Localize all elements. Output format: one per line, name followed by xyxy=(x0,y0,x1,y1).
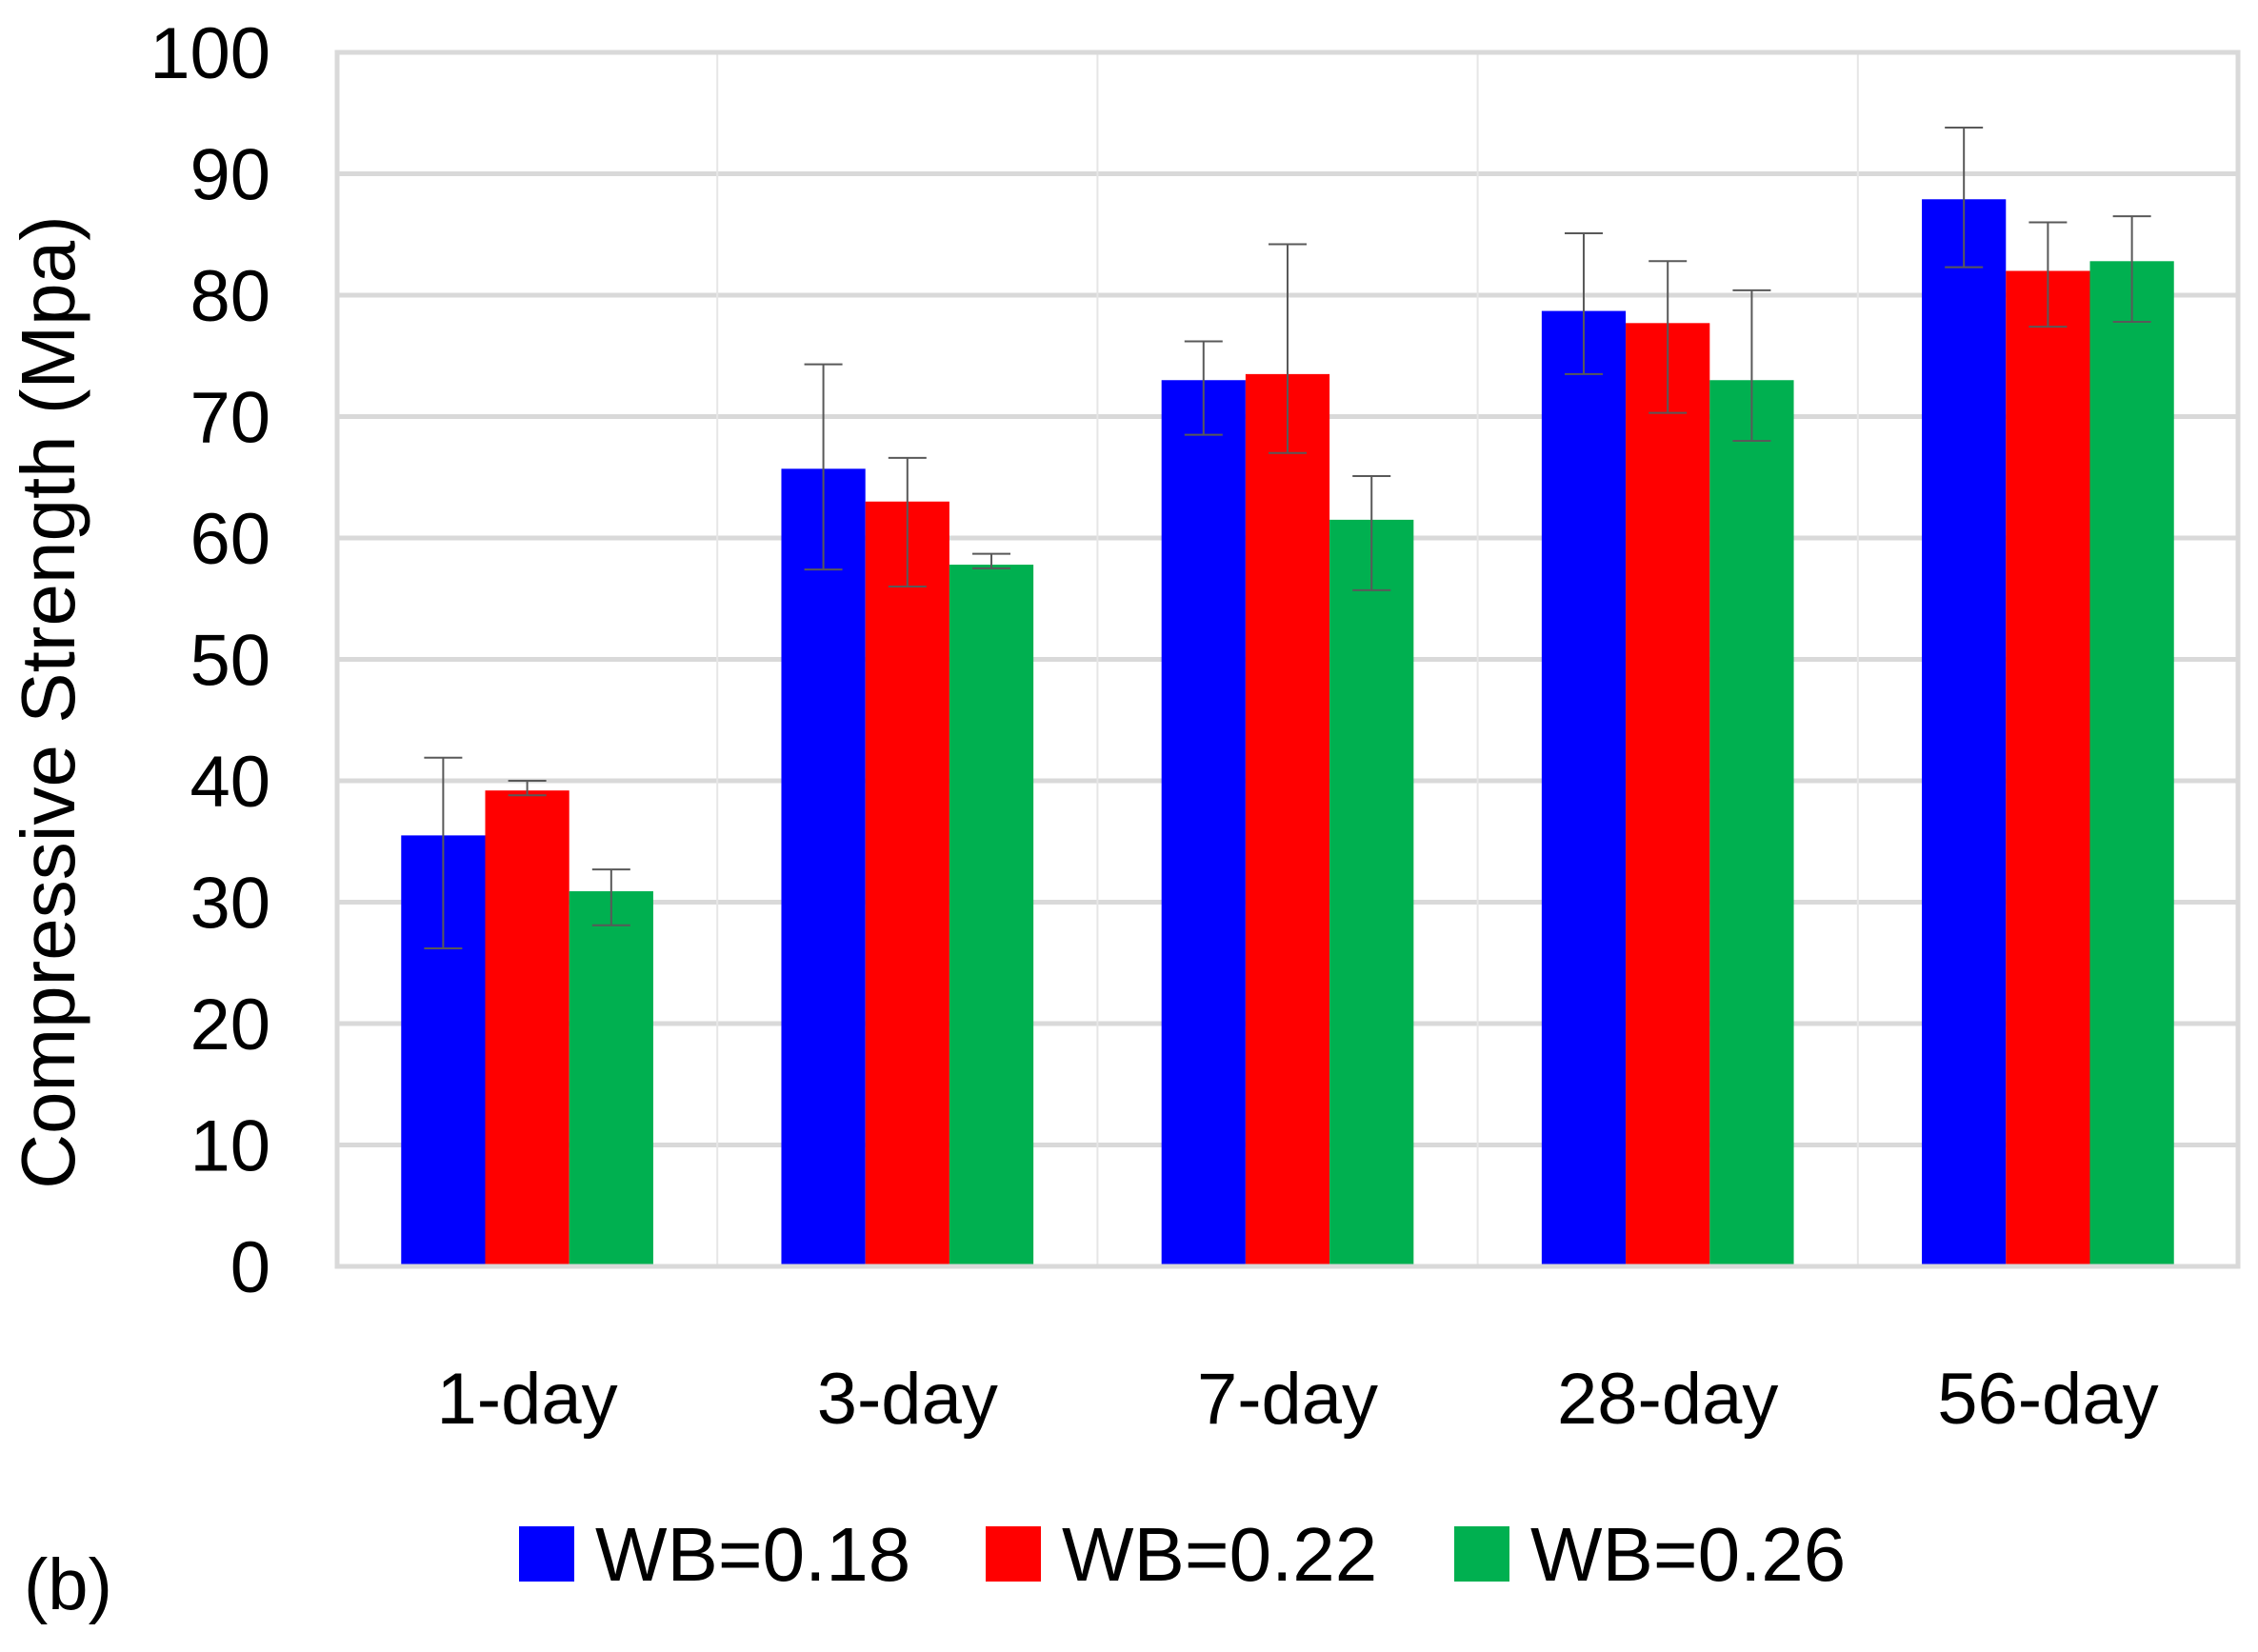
y-tick-label: 10 xyxy=(190,1106,270,1187)
bars xyxy=(401,199,2174,1266)
bar xyxy=(1709,380,1794,1266)
bar xyxy=(781,468,866,1266)
bar xyxy=(1329,519,1414,1266)
legend-label: WB=0.22 xyxy=(1062,1512,1377,1597)
y-axis-title: Compressive Strength (Mpa) xyxy=(6,215,90,1189)
bar xyxy=(1161,380,1246,1266)
error-bars xyxy=(424,127,2151,949)
legend-swatch xyxy=(1454,1526,1509,1582)
y-tick-label: 90 xyxy=(190,135,270,216)
y-tick-label: 30 xyxy=(190,864,270,945)
tick-labels: 0 10 20 30 40 50 60 70 80 90 100 1-day 3-day 7-day 28-… xyxy=(150,13,2158,1440)
legend-label: WB=0.18 xyxy=(595,1512,910,1597)
bar xyxy=(2089,261,2174,1266)
y-tick-label: 20 xyxy=(190,985,270,1065)
y-tick-label: 60 xyxy=(190,499,270,580)
y-tick-label: 70 xyxy=(190,378,270,459)
x-tick-label: 28-day xyxy=(1557,1359,1778,1440)
x-tick-label: 56-day xyxy=(1937,1359,2158,1440)
bar xyxy=(2006,270,2090,1266)
bar xyxy=(865,501,949,1266)
y-tick-label: 0 xyxy=(230,1227,270,1308)
y-tick-label: 80 xyxy=(190,256,270,337)
y-tick-label: 100 xyxy=(150,13,270,94)
bar xyxy=(1541,310,1627,1266)
bar xyxy=(569,891,653,1266)
bar xyxy=(485,790,569,1266)
legend-swatch xyxy=(519,1526,574,1582)
bar xyxy=(949,565,1034,1266)
y-tick-label: 50 xyxy=(190,621,270,702)
x-tick-label: 7-day xyxy=(1197,1359,1378,1440)
plot-area-frame xyxy=(334,50,2241,1269)
bar xyxy=(1626,323,1710,1266)
x-tick-label: 1-day xyxy=(437,1359,618,1440)
y-tick-label: 40 xyxy=(190,742,270,823)
x-tick-label: 3-day xyxy=(817,1359,998,1440)
legend-label: WB=0.26 xyxy=(1530,1512,1846,1597)
bar xyxy=(1245,373,1330,1266)
legend: WB=0.18 WB=0.22 WB=0.26 xyxy=(519,1512,1846,1597)
panel-label: (b) xyxy=(24,1544,112,1625)
legend-swatch xyxy=(986,1526,1041,1582)
bar xyxy=(1922,199,2007,1266)
